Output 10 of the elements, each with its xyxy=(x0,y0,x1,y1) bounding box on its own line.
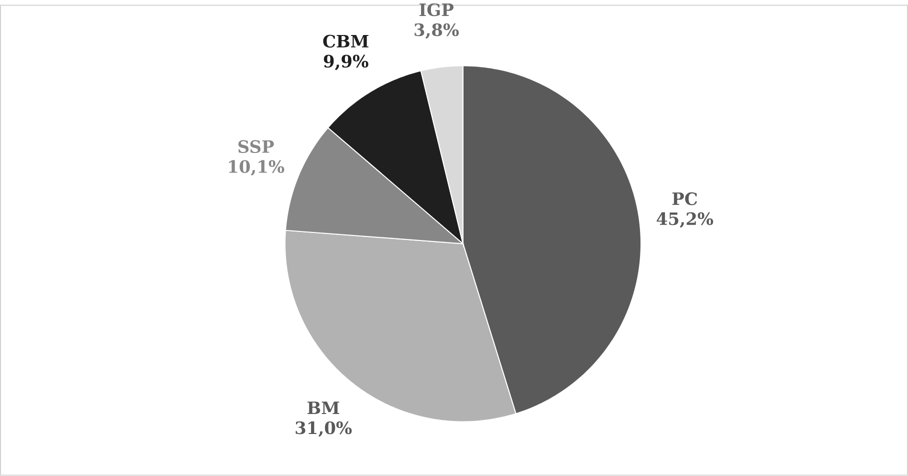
data-label: 9,9% xyxy=(324,54,368,70)
slice-label: PC xyxy=(672,192,698,206)
slice-label: IGP xyxy=(419,3,454,16)
slice-label: SSP xyxy=(238,140,274,154)
slice-label: BM xyxy=(308,402,340,414)
slice-label: CBM xyxy=(323,34,368,48)
data-label: 31,0% xyxy=(296,422,352,437)
data-label: 3,8% xyxy=(414,23,459,39)
data-label: 45,2% xyxy=(656,212,714,228)
data-label: 10,1% xyxy=(229,160,284,176)
